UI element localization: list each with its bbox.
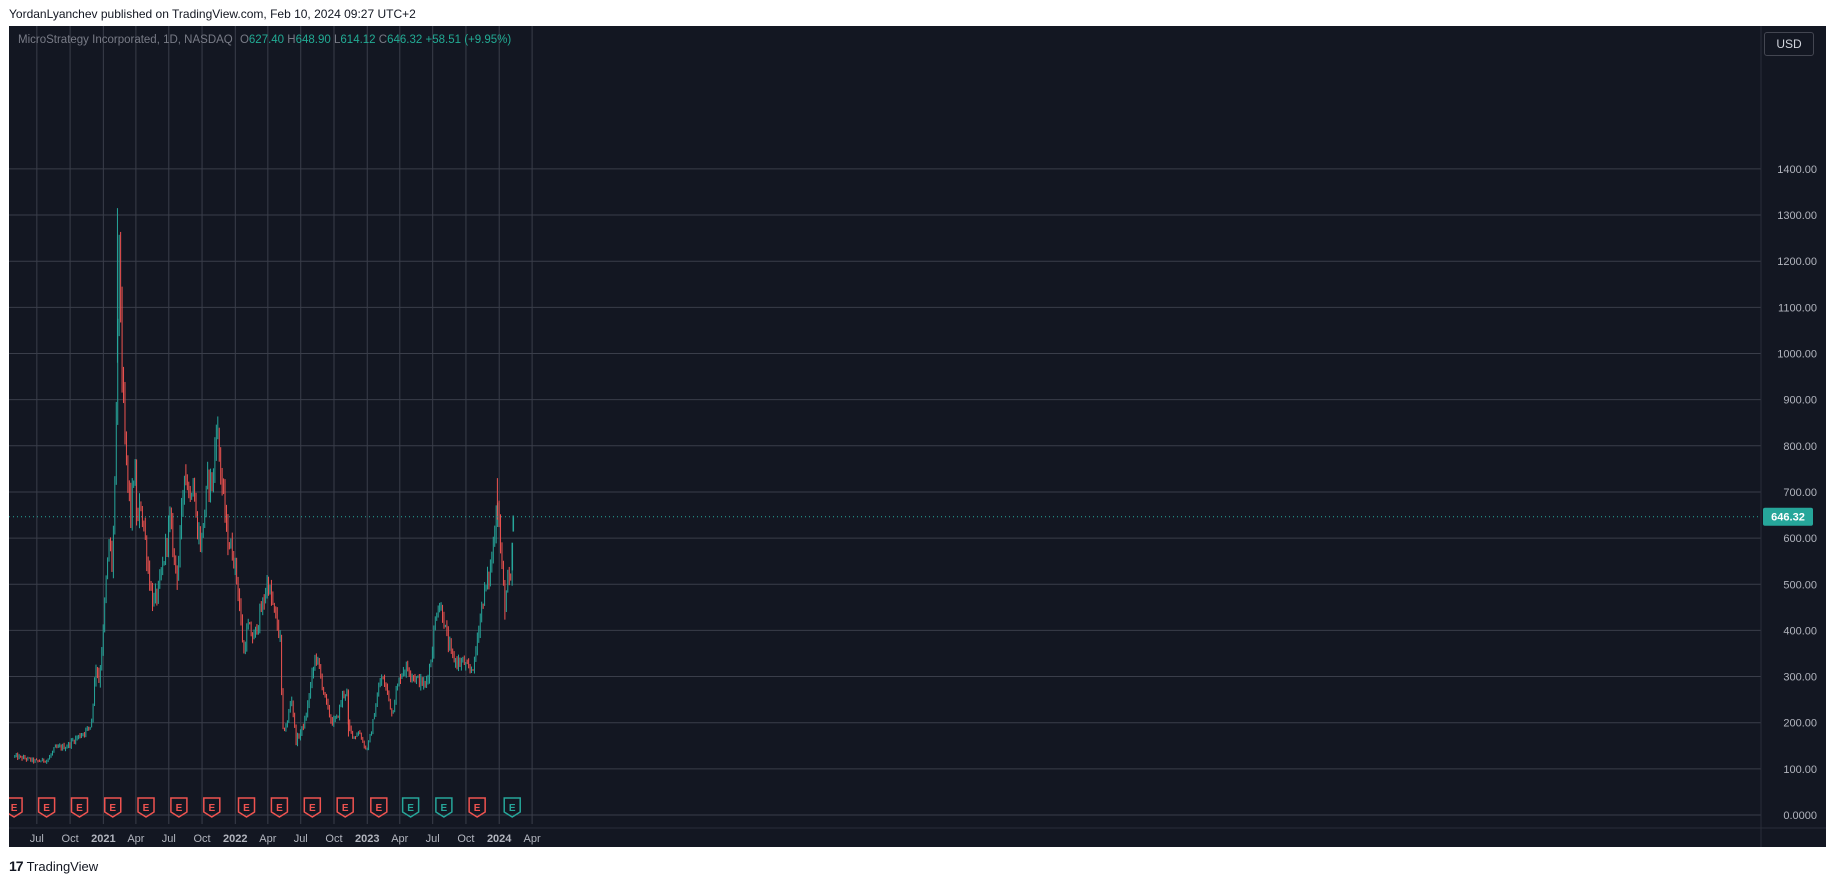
open-value: 627.40	[248, 34, 285, 46]
earnings-marker-icon	[9, 797, 23, 818]
earnings-marker-label: E	[509, 803, 516, 814]
earnings-marker-label: E	[43, 803, 50, 814]
earnings-marker-label: E	[11, 803, 18, 814]
candles	[14, 208, 515, 764]
earnings-marker-label: E	[243, 803, 250, 814]
earnings-marker-label: E	[375, 803, 382, 814]
x-tick-label: Jul	[426, 833, 440, 845]
last-price-label: 646.32	[1771, 512, 1805, 524]
earnings-marker-icon	[303, 797, 322, 818]
x-tick-label: Apr	[127, 833, 144, 845]
y-tick-label: 0.0000	[1783, 810, 1817, 822]
y-tick-label: 100.00	[1783, 764, 1817, 776]
earnings-marker-label: E	[474, 803, 481, 814]
earnings-marker-icon	[170, 797, 188, 818]
x-tick-label: Jul	[30, 833, 44, 845]
y-tick-label: 600.00	[1783, 533, 1817, 545]
x-tick-label: Apr	[391, 833, 408, 845]
y-tick-label: 500.00	[1783, 579, 1817, 591]
earnings-marker-label: E	[441, 803, 448, 814]
close-label: C	[378, 34, 388, 46]
high-value: 648.90	[295, 34, 331, 46]
y-tick-label: 1000.00	[1777, 349, 1817, 361]
x-tick-label: 2023	[355, 833, 379, 845]
earnings-marker-icon	[237, 797, 256, 818]
price-chart[interactable]: 0.0000 100.00 200.00 300.00 400.00 500.00 600.…	[9, 26, 1826, 847]
y-tick-label: 700.00	[1783, 487, 1817, 499]
y-tick-label: 200.00	[1783, 718, 1817, 730]
chart-pane[interactable]: 0.0000 100.00 200.00 300.00 400.00 500.00 600.…	[9, 26, 1826, 847]
y-tick-label: 400.00	[1783, 625, 1817, 637]
footer: 17 TradingView	[9, 858, 98, 874]
tradingview-logo-icon: 17	[9, 858, 24, 874]
y-tick-label: 1400.00	[1777, 164, 1817, 176]
x-tick-label: Jul	[294, 833, 308, 845]
earnings-marker-label: E	[76, 803, 83, 814]
change-value: +58.51 (+9.95%)	[425, 34, 512, 46]
y-tick-label: 1100.00	[1778, 302, 1817, 314]
last-price-tag	[1763, 507, 1813, 526]
x-tick-label: Oct	[325, 833, 342, 845]
x-tick-label: Apr	[524, 833, 541, 845]
earnings-marker-icon	[70, 797, 89, 818]
x-tick-label: Oct	[457, 833, 474, 845]
earnings-marker-icon	[370, 797, 388, 818]
earnings-marker-icon	[468, 797, 486, 818]
earnings-marker-label: E	[176, 803, 183, 814]
symbol-label: MicroStrategy Incorporated, 1D, NASDAQ	[18, 34, 233, 46]
low-label: L	[334, 34, 341, 46]
earnings-marker-icon	[203, 797, 221, 818]
x-tick-label: 2024	[487, 833, 512, 845]
x-tick-label: Jul	[162, 833, 176, 845]
earnings-marker-label: E	[342, 803, 349, 814]
earnings-marker-icon	[503, 797, 521, 818]
x-tick-label: Oct	[193, 833, 210, 845]
publisher-header: YordanLyanchev published on TradingView.…	[9, 7, 416, 21]
y-tick-label: 800.00	[1783, 441, 1817, 453]
earnings-marker-icon	[401, 797, 420, 818]
earnings-marker-label: E	[407, 803, 414, 814]
earnings-marker-icon	[270, 797, 289, 818]
x-tick-label: Apr	[259, 833, 276, 845]
x-tick-label: Oct	[62, 833, 79, 845]
ohlc-legend: MicroStrategy Incorporated, 1D, NASDAQ O…	[18, 34, 511, 46]
earnings-marker-label: E	[143, 803, 150, 814]
earnings-marker-icon	[336, 797, 354, 818]
currency-button[interactable]: USD	[1764, 32, 1814, 56]
earnings-marker-label: E	[276, 803, 283, 814]
earnings-marker-icon	[37, 797, 56, 818]
y-tick-label: 300.00	[1783, 672, 1817, 684]
earnings-marker-label: E	[309, 803, 316, 814]
y-tick-label: 1200.00	[1777, 256, 1817, 268]
low-value: 614.12	[340, 34, 376, 46]
earnings-marker-icon	[104, 797, 122, 818]
footer-brand[interactable]: TradingView	[26, 858, 99, 874]
high-label: H	[287, 34, 296, 46]
open-label: O	[239, 34, 249, 46]
earnings-marker-icon	[435, 797, 453, 818]
y-tick-label: 900.00	[1783, 395, 1817, 407]
x-tick-label: 2021	[91, 833, 115, 845]
earnings-marker-icon	[137, 797, 155, 818]
y-tick-label: 1300.00	[1777, 210, 1817, 222]
earnings-marker-label: E	[208, 803, 215, 814]
x-tick-label: 2022	[223, 833, 247, 845]
close-value: 646.32	[387, 34, 423, 46]
earnings-marker-label: E	[109, 803, 116, 814]
